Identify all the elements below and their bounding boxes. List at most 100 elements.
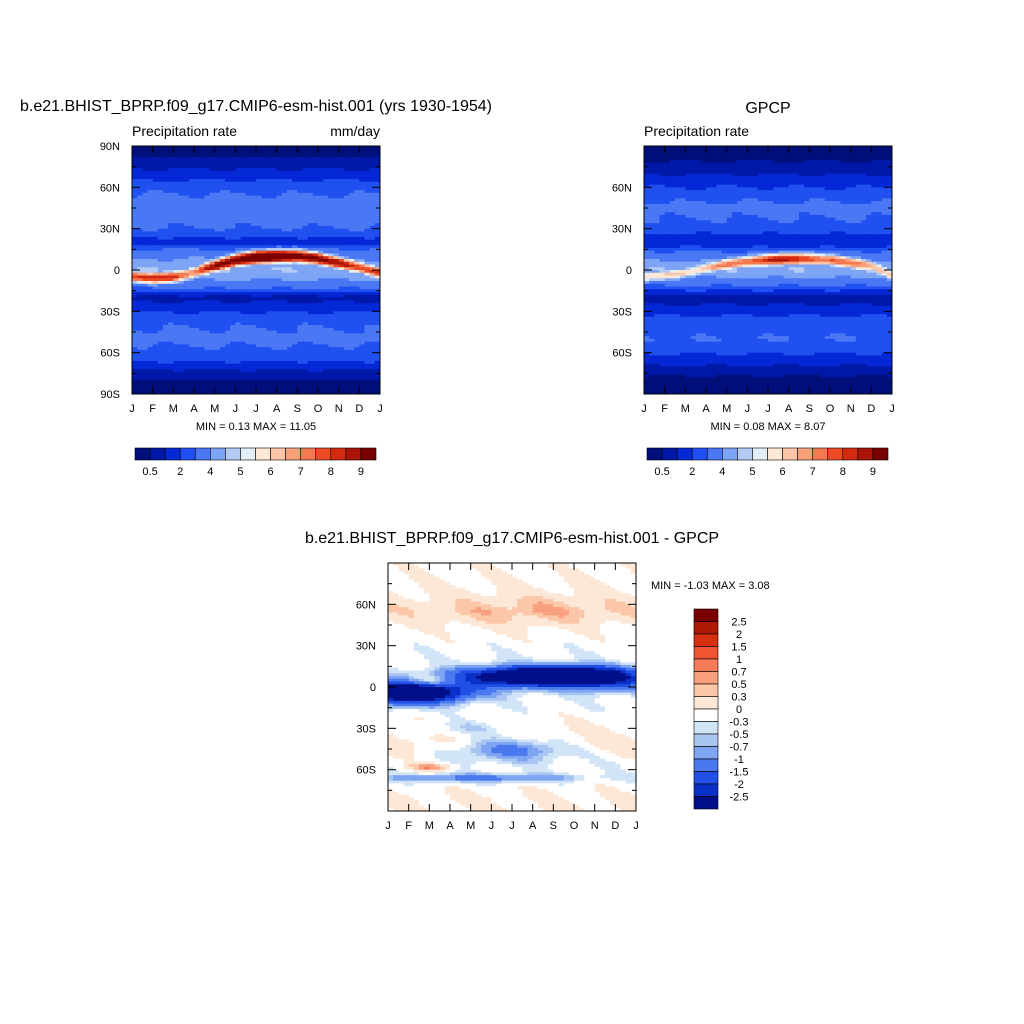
heatmap-cell [287,358,293,362]
heatmap-cell [318,347,324,351]
heatmap-cell [225,247,231,252]
heatmap-cell [757,154,764,158]
heatmap-cell [225,231,231,235]
heatmap-cell [364,303,371,307]
heatmap-cell [323,165,329,169]
heatmap-cell [302,228,309,233]
heatmap-cell [194,192,200,197]
heatmap-cell [737,176,743,180]
heatmap-cell [256,283,262,288]
heatmap-cell [261,319,267,323]
heatmap-cell [271,242,278,246]
heatmap-cell [343,209,350,213]
heatmap-cell [307,151,314,155]
heatmap-cell [281,231,288,235]
heatmap-cell [328,355,335,359]
heatmap-cell [338,198,345,202]
heatmap-cell [338,223,345,227]
heatmap-cell [163,250,169,255]
heatmap-cell [349,319,355,323]
heatmap-cell [235,289,242,293]
colorbar-swatch [285,447,301,461]
heatmap-cell [297,278,304,282]
heatmap-cell [292,176,298,180]
heatmap-cell [219,214,226,219]
heatmap-cell [318,264,324,268]
heatmap-cell [235,338,242,343]
heatmap-cell [292,360,298,365]
heatmap-cell [292,382,298,387]
heatmap-cell [173,292,180,296]
heatmap-cell [173,311,180,315]
heatmap-cell [173,239,180,244]
heatmap-cell [318,239,324,244]
heatmap-cell [318,192,324,197]
heatmap-cell [338,253,345,257]
heatmap-cell [281,336,288,340]
heatmap-cell [235,344,242,348]
heatmap-cell [157,151,164,155]
heatmap-cell [349,391,355,394]
heatmap-cell [152,347,159,351]
heatmap-cell [364,217,371,221]
heatmap-cell [271,148,278,153]
heatmap-cell [147,289,154,293]
heatmap-cell [359,159,366,164]
heatmap-cell [359,286,366,290]
heatmap-cell [230,170,236,175]
heatmap-cell [349,308,355,312]
heatmap-cell [256,300,262,304]
heatmap-cell [281,341,288,345]
heatmap-cell [230,146,236,150]
heatmap-cell [219,201,226,205]
heatmap-cell [261,165,267,169]
heatmap-cell [230,247,236,252]
heatmap-cell [209,270,216,274]
heatmap-cell [302,242,309,246]
heatmap-cell [168,203,174,208]
heatmap-cell [349,198,355,202]
heatmap-cell [349,159,355,164]
heatmap-cell [199,173,205,177]
heatmap-cell [343,366,350,370]
heatmap-cell [281,303,288,307]
heatmap-cell [250,336,257,340]
heatmap-cell [323,258,329,263]
heatmap-cell [374,253,380,257]
heatmap-cell [188,380,195,384]
heatmap-cell [866,154,872,158]
heatmap-cell [132,316,138,321]
heatmap-cell [147,198,154,202]
heatmap-cell [292,352,298,357]
heatmap-cell [359,303,366,307]
heatmap-cell [188,322,195,326]
heatmap-cell [209,250,216,255]
heatmap-cell [157,363,164,368]
heatmap-cell [266,369,273,373]
heatmap-cell [307,371,314,376]
heatmap-cell [364,314,371,318]
heatmap-cell [323,195,329,199]
heatmap-cell [250,314,257,318]
heatmap-cell [297,270,304,274]
heatmap-cell [349,173,355,177]
heatmap-cell [266,195,273,199]
heatmap-cell [364,327,371,332]
heatmap-cell [235,198,242,202]
heatmap-cell [323,347,329,351]
heatmap-cell [328,327,335,332]
heatmap-cell [240,382,247,387]
heatmap-cell [250,214,257,219]
heatmap-cell [374,311,380,315]
heatmap-cell [245,272,252,277]
heatmap-cell [292,286,298,290]
heatmap-cell [204,283,211,288]
heatmap-cell [256,371,262,376]
heatmap-cell [157,214,164,219]
heatmap-cell [287,341,293,345]
heatmap-cell [312,283,319,288]
heatmap-cell [287,289,293,293]
heatmap-cell [163,247,169,252]
heatmap-cell [323,319,329,323]
heatmap-cell [374,300,380,304]
